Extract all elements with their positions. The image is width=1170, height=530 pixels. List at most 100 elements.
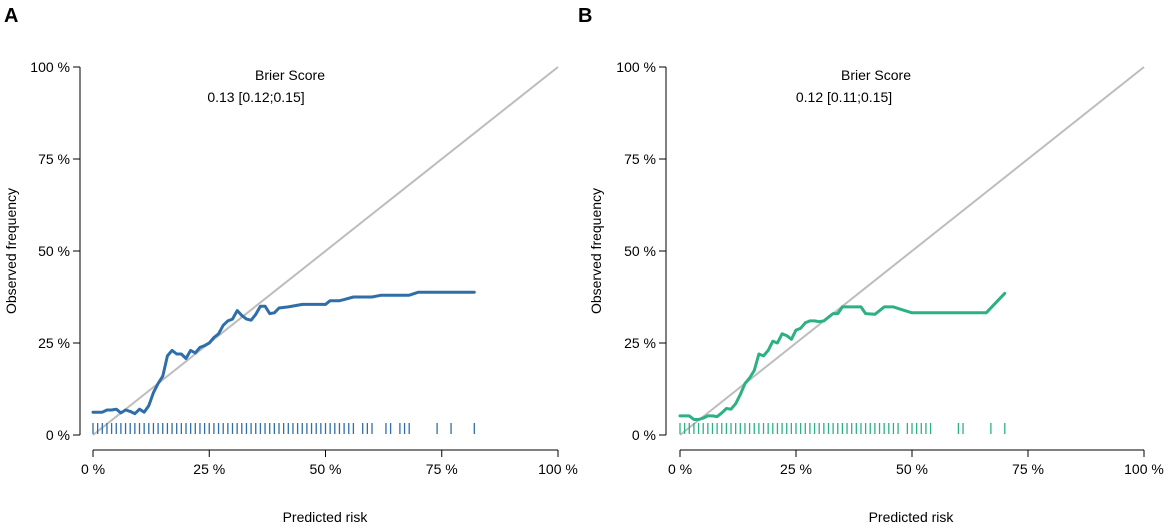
calibration-point — [147, 404, 150, 407]
x-axis-label: Predicted risk — [869, 509, 955, 525]
panel-a: A Brier Score 0.13 [0.12;0.15] Predicted… — [3, 5, 578, 525]
calibration-point — [399, 294, 401, 297]
calibration-point — [324, 303, 327, 306]
calibration-point — [771, 340, 774, 343]
calibration-point — [389, 294, 392, 297]
y-axis-label: Observed frequency — [3, 188, 19, 314]
calibration-point — [473, 291, 476, 294]
calibration-point — [166, 354, 169, 357]
x-tick-label: 25 % — [193, 461, 225, 477]
y-tick-label: 100 % — [30, 59, 70, 75]
calibration-point — [795, 329, 797, 332]
brier-score-value: 0.13 [0.12;0.15] — [207, 89, 304, 105]
calibration-point — [440, 291, 443, 294]
panel-label: B — [578, 5, 592, 27]
calibration-point — [827, 316, 830, 319]
calibration-point — [934, 311, 937, 314]
calibration-point — [245, 318, 248, 320]
calibration-curve — [91, 290, 476, 416]
calibration-point — [679, 414, 681, 417]
calibration-point — [822, 320, 825, 322]
calibration-point — [301, 303, 304, 306]
calibration-point — [115, 408, 118, 411]
calibration-point — [240, 314, 243, 317]
calibration-point — [809, 320, 811, 322]
calibration-point — [748, 377, 751, 379]
calibration-point — [860, 306, 862, 308]
panel-label: A — [4, 5, 18, 27]
y-tick-label: 50 % — [624, 243, 656, 259]
calibration-point — [152, 391, 155, 394]
x-tick-label: 75 % — [426, 461, 458, 477]
calibration-point — [873, 313, 876, 316]
calibration-point — [832, 312, 835, 315]
calibration-point — [739, 393, 742, 396]
calibration-point — [199, 346, 201, 349]
calibration-point — [259, 305, 262, 308]
calibration-point — [693, 418, 695, 421]
y-tick-label: 0 % — [632, 427, 656, 443]
calibration-point — [883, 306, 886, 308]
calibration-point — [408, 294, 411, 297]
calibration-point — [189, 349, 192, 352]
calibration-point — [417, 291, 420, 294]
calibration-point — [129, 410, 132, 413]
calibration-point — [744, 382, 746, 385]
calibration-point — [403, 294, 406, 297]
calibration-point — [217, 332, 220, 335]
calibration-point — [762, 354, 765, 357]
calibration-point — [454, 291, 457, 294]
calibration-point — [106, 409, 108, 411]
calibration-point — [185, 357, 187, 360]
calibration-point — [799, 327, 802, 330]
calibration-point — [813, 320, 816, 322]
calibration-point — [790, 338, 793, 341]
brier-score-value: 0.12 [0.11;0.15] — [796, 89, 892, 105]
y-tick-label: 0 % — [46, 427, 70, 443]
panel-b: B Brier Score 0.12 [0.11;0.15] Predicted… — [578, 5, 1164, 525]
calibration-point — [222, 324, 225, 327]
x-tick-label: 25 % — [780, 461, 812, 477]
calibration-point — [818, 320, 821, 323]
calibration-point — [901, 308, 904, 311]
calibration-point — [976, 311, 978, 314]
calibration-point — [841, 306, 844, 308]
y-axis-label: Observed frequency — [588, 188, 604, 314]
y-tick-label: 25 % — [624, 335, 656, 351]
calibration-point — [464, 291, 466, 294]
y-tick-label: 75 % — [38, 151, 70, 167]
calibration-point — [725, 407, 728, 410]
calibration-point — [254, 313, 257, 316]
calibration-point — [264, 305, 266, 308]
calibration-point — [380, 294, 383, 297]
calibration-point — [287, 306, 290, 308]
calibration-point — [361, 296, 364, 298]
calibration-point — [957, 311, 960, 314]
calibration-point — [329, 299, 332, 302]
x-tick-label: 0 % — [668, 461, 692, 477]
calibration-point — [767, 349, 770, 352]
brier-score-title: Brier Score — [255, 67, 325, 83]
x-tick-label: 50 % — [896, 461, 928, 477]
y-tick-label: 50 % — [38, 243, 70, 259]
calibration-point — [343, 298, 345, 301]
calibration-point — [836, 312, 839, 315]
calibration-point — [804, 321, 807, 324]
calibration-point — [352, 296, 355, 298]
calibration-curve — [678, 291, 1007, 421]
x-tick-label: 0 % — [81, 461, 105, 477]
calibration-point — [846, 306, 848, 308]
calibration-point — [371, 296, 373, 298]
calibration-point — [730, 408, 732, 411]
calibration-point — [911, 311, 913, 314]
calibration-point — [92, 411, 94, 414]
calibration-point — [734, 402, 737, 405]
calibration-point — [157, 382, 160, 385]
calibration-point — [96, 411, 99, 414]
calibration-point — [688, 414, 691, 417]
calibration-point — [213, 336, 215, 339]
calibration-point — [171, 349, 173, 352]
y-tick-label: 25 % — [38, 335, 70, 351]
calibration-point — [194, 352, 197, 354]
